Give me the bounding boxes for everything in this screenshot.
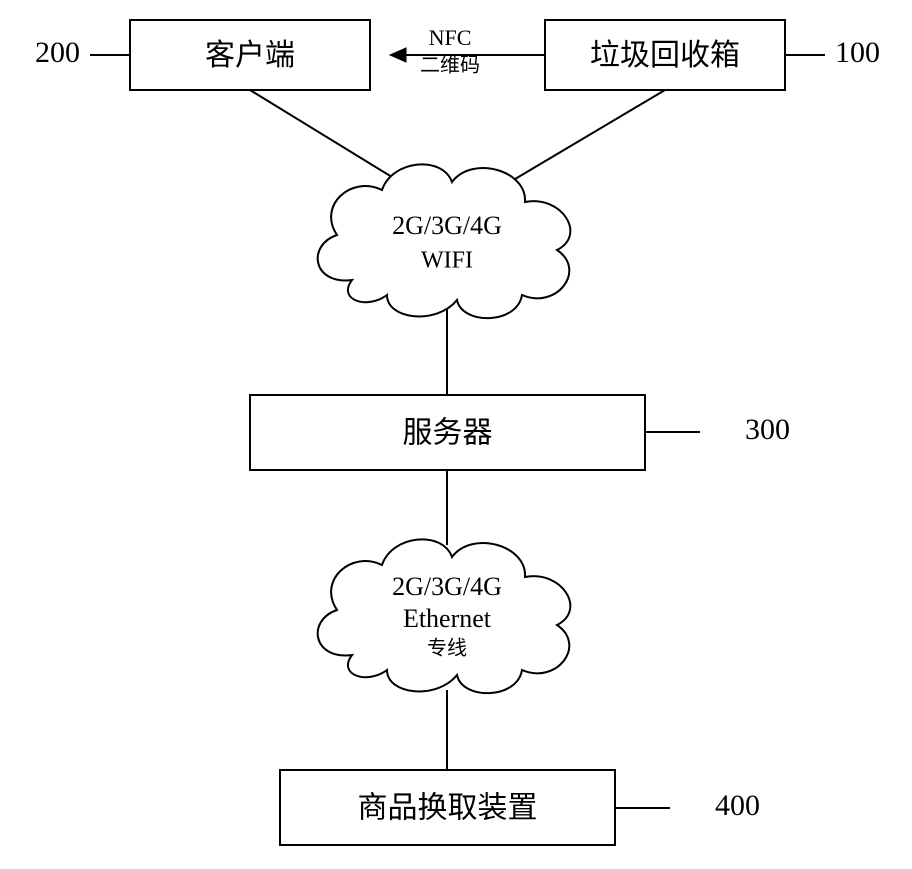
label-server: 服务器: [403, 416, 493, 449]
cloud1: [318, 164, 571, 318]
cloud2-label3: 专线: [427, 636, 467, 659]
cloud2-label2: Ethernet: [403, 604, 492, 633]
label-bin: 垃圾回收箱: [590, 39, 740, 72]
ref-bin: 100: [835, 36, 880, 69]
arrowhead-bin-client: [390, 48, 406, 62]
cloud1-label1: 2G/3G/4G: [392, 211, 502, 240]
cloud2-label1: 2G/3G/4G: [392, 572, 502, 601]
label-client: 客户端: [205, 39, 295, 72]
ref-server: 300: [745, 413, 790, 446]
ref-client: 200: [35, 36, 80, 69]
edge-client-cloud1: [250, 90, 405, 185]
edge-bin-cloud1: [505, 90, 665, 185]
cloud1-label2: WIFI: [421, 248, 473, 274]
edge-label-nfc: NFC: [429, 25, 472, 50]
label-exchange: 商品换取装置: [358, 791, 538, 824]
edge-label-qrcode: 二维码: [420, 53, 480, 76]
ref-exchange: 400: [715, 789, 760, 822]
